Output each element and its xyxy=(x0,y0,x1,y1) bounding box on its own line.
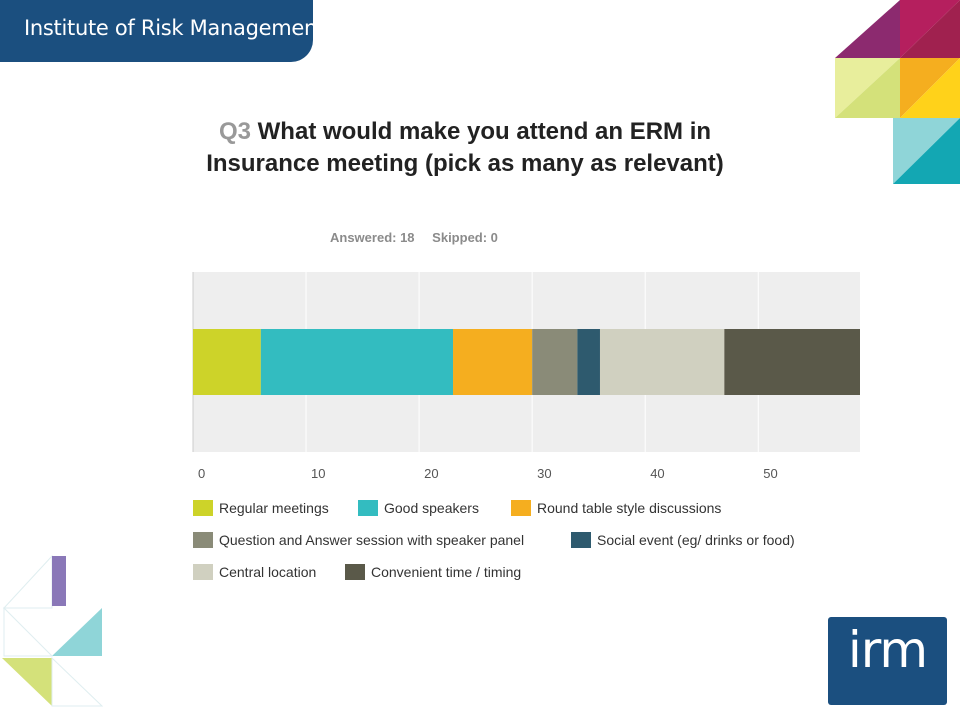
skipped-count: Skipped: 0 xyxy=(432,230,498,245)
x-tick-label: 10 xyxy=(311,466,325,481)
bar-segment xyxy=(577,329,600,395)
legend-label: Central location xyxy=(219,564,317,580)
legend-item-good-speakers: Good speakers xyxy=(358,500,479,516)
legend-item-social-event: Social event (eg/ drinks or food) xyxy=(571,532,795,548)
bar-segment xyxy=(193,329,261,395)
question-text: What would make you attend an ERM in Ins… xyxy=(206,118,724,177)
legend-swatch xyxy=(345,564,365,580)
x-tick-label: 30 xyxy=(537,466,551,481)
legend-label: Regular meetings xyxy=(219,500,329,516)
legend-swatch xyxy=(193,564,213,580)
legend-swatch xyxy=(511,500,531,516)
legend-item-round-table: Round table style discussions xyxy=(511,500,721,516)
x-tick-label: 20 xyxy=(424,466,438,481)
legend-swatch xyxy=(193,500,213,516)
decorative-triangles-top xyxy=(835,0,960,184)
x-tick-label: 40 xyxy=(650,466,664,481)
legend-item-qa-session: Question and Answer session with speaker… xyxy=(193,532,524,548)
bar-segment xyxy=(724,329,860,395)
bar-segment xyxy=(599,329,725,395)
legend-item-regular-meetings: Regular meetings xyxy=(193,500,329,516)
legend-label: Social event (eg/ drinks or food) xyxy=(597,532,795,548)
bar-segment xyxy=(532,329,578,395)
legend-swatch xyxy=(571,532,591,548)
bar-segment xyxy=(260,329,454,395)
response-stats: Answered: 18 Skipped: 0 xyxy=(330,230,512,245)
header-title: Institute of Risk Management xyxy=(24,16,325,40)
x-tick-label: 50 xyxy=(763,466,777,481)
answered-count: Answered: 18 xyxy=(330,230,415,245)
legend-label: Good speakers xyxy=(384,500,479,516)
stacked-bar-chart: 0 10 20 30 40 50 xyxy=(192,272,860,481)
legend-label: Convenient time / timing xyxy=(371,564,522,580)
irm-logo: irm xyxy=(828,617,947,705)
header-banner: Institute of Risk Management xyxy=(0,0,325,62)
legend-label: Question and Answer session with speaker… xyxy=(219,532,525,548)
legend-label: Round table style discussions xyxy=(537,500,722,516)
chart-title: Q3 What would make you attend an ERM in … xyxy=(180,116,750,180)
legend-swatch xyxy=(358,500,378,516)
question-number: Q3 xyxy=(218,118,251,145)
legend-item-central-location: Central location xyxy=(193,564,316,580)
irm-logo-text: irm xyxy=(847,621,928,679)
decorative-triangles-bottom xyxy=(2,554,104,707)
x-tick-label: 0 xyxy=(198,466,205,481)
bar-segment xyxy=(453,329,533,395)
legend-item-convenient-time: Convenient time / timing xyxy=(345,564,521,580)
legend-swatch xyxy=(193,532,213,548)
